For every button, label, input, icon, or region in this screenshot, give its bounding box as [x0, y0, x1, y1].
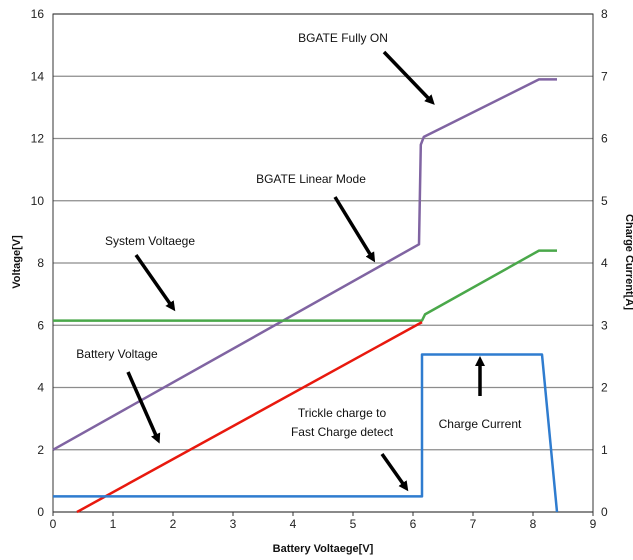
x-tick-label: 9: [590, 517, 597, 531]
y-tick-label: 6: [37, 318, 44, 332]
y-tick-label: 12: [31, 132, 45, 146]
x-tick-label: 3: [230, 517, 237, 531]
y2-tick-label: 8: [601, 7, 608, 21]
annotation-bgate-fully-on: BGATE Fully ON: [298, 31, 388, 45]
annotation-battery-voltage: Battery Voltage: [76, 347, 158, 361]
y2-tick-label: 2: [601, 381, 608, 395]
arrow-trickle-detect: [380, 452, 409, 492]
y2-tick-label: 4: [601, 256, 608, 270]
y-tick-label: 14: [31, 69, 45, 83]
annotation-arrows: [126, 50, 485, 492]
x-tick-label: 4: [290, 517, 297, 531]
y-tick-label: 4: [37, 381, 44, 395]
x-axis-title: Battery Voltaege[V]: [273, 543, 374, 555]
series-line-battery-voltage: [76, 321, 423, 514]
x-tick-label: 5: [350, 517, 357, 531]
y-axis-title: Voltage[V]: [11, 235, 23, 289]
y-tick-label: 16: [31, 7, 45, 21]
x-tick-label: 8: [530, 517, 537, 531]
y-tick-label: 8: [37, 256, 44, 270]
annotation-trickle-line-2: Fast Charge detect: [291, 425, 394, 439]
y2-tick-label: 6: [601, 132, 608, 146]
y2-tick-label: 0: [601, 505, 608, 519]
y-tick-label: 10: [31, 194, 45, 208]
series-line-charge-current: [53, 353, 559, 513]
arrow-battery-voltage: [126, 371, 161, 444]
x-tick-label: 2: [170, 517, 177, 531]
plot-frame: [52, 13, 594, 513]
arrow-system-voltage: [134, 253, 176, 312]
annotation-trickle-line-1: Trickle charge to: [298, 406, 387, 420]
annotation-bgate-linear-mode: BGATE Linear Mode: [256, 172, 366, 186]
x-tick-label: 0: [50, 517, 57, 531]
annotation-charge-current: Charge Current: [439, 417, 522, 431]
x-tick-label: 6: [410, 517, 417, 531]
y2-axis-title: Charge Current[A]: [623, 214, 633, 310]
series-layer: [52, 78, 559, 514]
y2-tick-label: 5: [601, 194, 608, 208]
x-tick-label: 7: [470, 517, 477, 531]
arrow-bgate-linear: [333, 196, 376, 263]
y-tick-label: 2: [37, 443, 44, 457]
y2-tick-label: 3: [601, 318, 608, 332]
y2-tick-label: 1: [601, 443, 608, 457]
y-tick-label: 0: [37, 505, 44, 519]
series-line-bgate: [52, 78, 557, 451]
series-line-system-voltage: [53, 249, 557, 322]
y2-tick-label: 7: [601, 69, 608, 83]
x-tick-label: 1: [110, 517, 117, 531]
arrow-bgate-fully-on: [382, 50, 435, 105]
annotation-system-voltage: System Voltaege: [105, 234, 195, 248]
